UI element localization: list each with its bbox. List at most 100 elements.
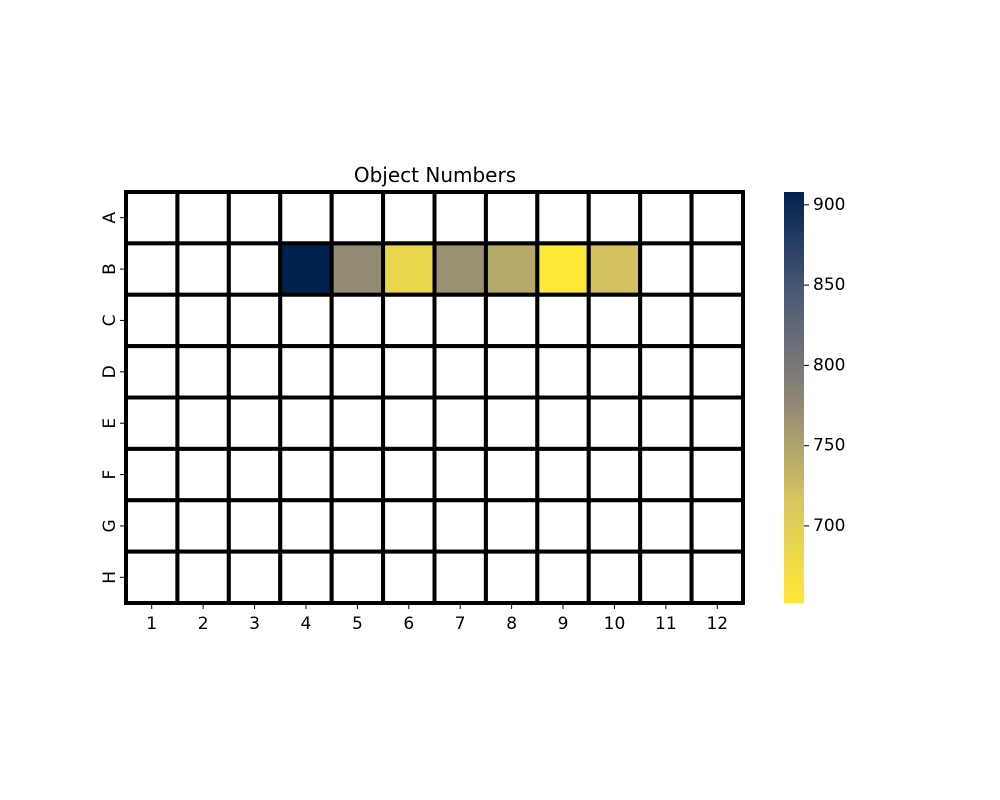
colorbar-gradient [784, 192, 804, 603]
column-label-4: 4 [301, 614, 312, 634]
heatmap-cell-h5 [329, 549, 386, 605]
heatmap-cell-c9 [535, 292, 591, 349]
heatmap-cell-g1 [124, 498, 180, 554]
heatmap-cell-f8 [483, 446, 540, 503]
heatmap-cell-g8 [483, 498, 540, 554]
heatmap-cell-f9 [535, 446, 591, 503]
heatmap-cell-h2 [175, 549, 231, 605]
heatmap-cell-a8 [483, 190, 540, 246]
heatmap-cell-f2 [175, 446, 231, 503]
column-label-9: 9 [558, 614, 569, 634]
heatmap-cell-c6 [381, 292, 437, 349]
row-labels: A B C D E F G H [100, 212, 124, 584]
heatmap-cell-b10 [586, 241, 643, 297]
heatmap-cell-b2 [175, 241, 231, 297]
heatmap-cell-e12 [689, 395, 745, 451]
column-label-6: 6 [403, 614, 414, 634]
column-label-3: 3 [249, 614, 260, 634]
heatmap-cell-h7 [432, 549, 488, 605]
column-label-1: 1 [146, 614, 157, 634]
heatmap-cell-b11 [638, 241, 694, 297]
heatmap-cell-b7 [432, 241, 488, 297]
heatmap-cell-h10 [586, 549, 643, 605]
column-labels: 1 2 3 4 5 6 7 8 9 10 11 12 [146, 605, 728, 634]
heatmap-cell-b4 [278, 241, 334, 297]
heatmap-cell-e10 [586, 395, 643, 451]
heatmap-cell-g9 [535, 498, 591, 554]
heatmap-cell-f5 [329, 446, 386, 503]
heatmap-cell-h3 [226, 549, 283, 605]
row-label-h: H [100, 571, 120, 584]
heatmap-cell-a12 [689, 190, 745, 246]
row-label-g: G [100, 519, 120, 532]
heatmap-cell-c8 [483, 292, 540, 349]
heatmap-cell-f6 [381, 446, 437, 503]
heatmap-cell-g7 [432, 498, 488, 554]
heatmap-cell-c7 [432, 292, 488, 349]
heatmap-cell-a4 [278, 190, 334, 246]
heatmap-cell-d4 [278, 344, 334, 400]
heatmap-cell-d9 [535, 344, 591, 400]
heatmap-cell-h9 [535, 549, 591, 605]
column-label-2: 2 [198, 614, 209, 634]
heatmap-cell-g3 [226, 498, 283, 554]
heatmap-cell-e9 [535, 395, 591, 451]
heatmap-cell-d3 [226, 344, 283, 400]
row-label-f: F [100, 470, 120, 480]
heatmap-cell-d12 [689, 344, 745, 400]
heatmap-cell-c2 [175, 292, 231, 349]
heatmap-cell-f7 [432, 446, 488, 503]
heatmap-cell-b9 [535, 241, 591, 297]
heatmap-cell-a9 [535, 190, 591, 246]
heatmap-cell-b8 [483, 241, 540, 297]
heatmap-cell-g4 [278, 498, 334, 554]
colorbar: 700 750 800 850 900 [784, 192, 845, 603]
column-label-5: 5 [352, 614, 363, 634]
colorbar-tick-label-850: 850 [813, 275, 845, 295]
colorbar-tick-label-750: 750 [813, 436, 845, 456]
column-label-7: 7 [455, 614, 466, 634]
heatmap-cell-h12 [689, 549, 745, 605]
heatmap-cell-e5 [329, 395, 386, 451]
row-label-b: B [100, 263, 120, 275]
heatmap-cell-b3 [226, 241, 283, 297]
heatmap-cell-h1 [124, 549, 180, 605]
heatmap-cell-d11 [638, 344, 694, 400]
row-label-c: C [100, 315, 120, 327]
row-label-d: D [100, 365, 120, 378]
heatmap-cell-a3 [226, 190, 283, 246]
heatmap-cell-a10 [586, 190, 643, 246]
column-label-11: 11 [655, 614, 677, 634]
heatmap-cell-e8 [483, 395, 540, 451]
heatmap-cell-b1 [124, 241, 180, 297]
heatmap-cells [124, 190, 745, 605]
heatmap-cell-h6 [381, 549, 437, 605]
heatmap-cell-a7 [432, 190, 488, 246]
heatmap-cell-d6 [381, 344, 437, 400]
heatmap-cell-g5 [329, 498, 386, 554]
heatmap-cell-a6 [381, 190, 437, 246]
heatmap-cell-h8 [483, 549, 540, 605]
heatmap-cell-a11 [638, 190, 694, 246]
heatmap-cell-d1 [124, 344, 180, 400]
heatmap-cell-e11 [638, 395, 694, 451]
heatmap-cell-a5 [329, 190, 386, 246]
heatmap-cell-e6 [381, 395, 437, 451]
colorbar-tick-label-800: 800 [813, 355, 845, 375]
heatmap-cell-f3 [226, 446, 283, 503]
heatmap-cell-c11 [638, 292, 694, 349]
heatmap-cell-d8 [483, 344, 540, 400]
heatmap-cell-g10 [586, 498, 643, 554]
column-label-12: 12 [706, 614, 728, 634]
heatmap-cell-g11 [638, 498, 694, 554]
heatmap-cell-c12 [689, 292, 745, 349]
heatmap-cell-c3 [226, 292, 283, 349]
heatmap-cell-e1 [124, 395, 180, 451]
colorbar-ticks: 700 750 800 850 900 [804, 195, 845, 536]
heatmap-cell-a2 [175, 190, 231, 246]
heatmap-cell-b5 [329, 241, 386, 297]
heatmap-cell-c10 [586, 292, 643, 349]
heatmap-cell-b6 [381, 241, 437, 297]
heatmap-cell-d7 [432, 344, 488, 400]
